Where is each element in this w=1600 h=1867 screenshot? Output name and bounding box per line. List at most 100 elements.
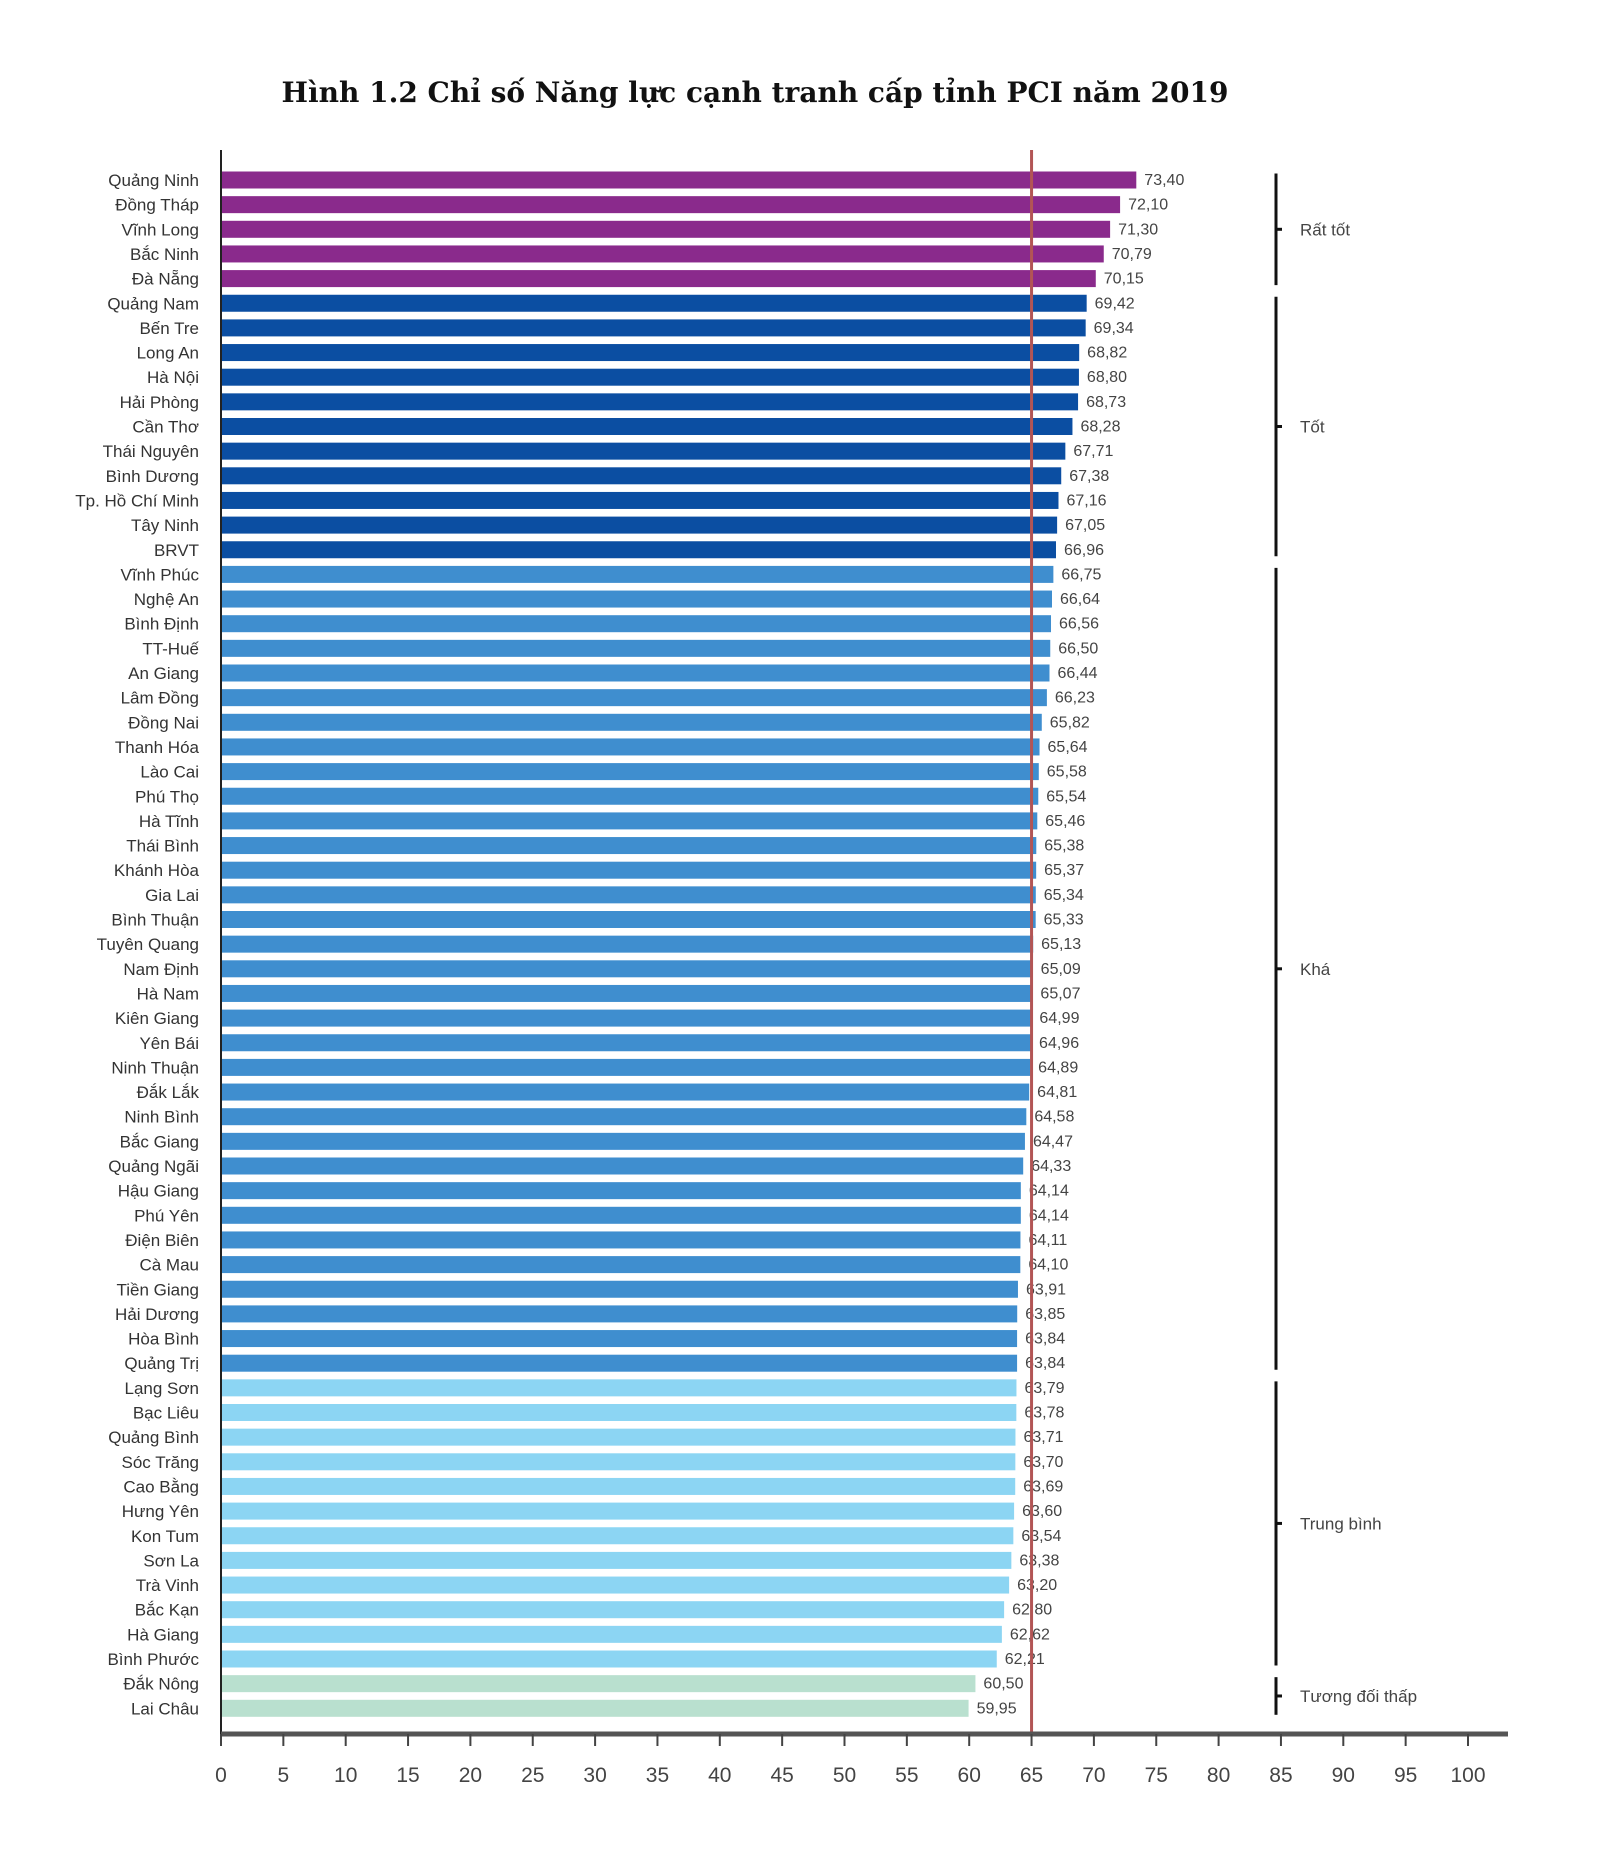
bar [221, 467, 1062, 485]
value-label: 65,09 [1041, 961, 1081, 978]
x-tick-label: 40 [708, 1764, 731, 1787]
category-label: Bắc Kạn [135, 1601, 199, 1620]
bar [221, 319, 1086, 337]
bar [221, 491, 1059, 509]
category-label: Bình Định [124, 615, 199, 634]
x-tick-label: 45 [770, 1764, 793, 1787]
value-label: 63,70 [1023, 1454, 1063, 1471]
category-label: Trà Vinh [136, 1576, 199, 1595]
bar [221, 294, 1087, 312]
bar [221, 689, 1047, 707]
bar [221, 1404, 1017, 1421]
bar [221, 1231, 1021, 1249]
value-label: 68,82 [1087, 345, 1127, 362]
value-label: 64,10 [1028, 1257, 1068, 1274]
category-label: Đắk Nông [123, 1675, 199, 1694]
category-label: Sơn La [143, 1551, 199, 1570]
x-tick-label: 85 [1269, 1764, 1292, 1787]
bar [221, 344, 1080, 362]
bar [221, 1625, 1002, 1643]
category-label: Kon Tum [131, 1527, 199, 1546]
bar [221, 886, 1036, 904]
bar [221, 565, 1054, 583]
value-label: 59,95 [977, 1700, 1017, 1717]
bar [221, 911, 1036, 928]
category-label: Lâm Đồng [121, 689, 199, 708]
value-label: 67,38 [1069, 468, 1109, 485]
value-label: 66,50 [1058, 640, 1098, 657]
bar [221, 664, 1050, 682]
value-label: 69,34 [1094, 320, 1134, 337]
bar [221, 1379, 1017, 1397]
bar [221, 196, 1121, 214]
x-tick-label: 80 [1207, 1764, 1230, 1787]
bar [221, 1675, 976, 1693]
bar [221, 1428, 1016, 1446]
value-label: 68,80 [1087, 369, 1127, 386]
value-label: 63,85 [1025, 1306, 1065, 1323]
bar [221, 837, 1037, 855]
category-label: Bắc Ninh [130, 245, 199, 264]
category-label: Nghệ An [134, 590, 199, 609]
group-label: Rất tốt [1300, 220, 1350, 239]
value-label: 70,15 [1104, 271, 1144, 288]
category-label: Vĩnh Long [121, 220, 199, 239]
category-label: Bình Dương [106, 467, 199, 486]
x-tick-label: 5 [278, 1764, 290, 1787]
value-label: 64,11 [1028, 1232, 1067, 1249]
category-label: Cà Mau [139, 1256, 199, 1275]
x-tick-label: 90 [1332, 1764, 1355, 1787]
bar [221, 1477, 1016, 1495]
category-label: Hà Tĩnh [139, 812, 199, 831]
value-label: 62,62 [1010, 1626, 1050, 1643]
value-label: 64,58 [1034, 1109, 1074, 1126]
category-label: Yên Bái [139, 1034, 199, 1053]
bar [221, 270, 1096, 288]
bar [221, 1108, 1027, 1126]
x-tick-label: 95 [1394, 1764, 1417, 1787]
value-label: 66,44 [1058, 665, 1098, 682]
value-label: 68,28 [1080, 419, 1120, 436]
value-label: 62,21 [1005, 1651, 1045, 1668]
bar [221, 1330, 1018, 1348]
category-label: Đắk Lắk [137, 1083, 200, 1102]
value-label: 63,84 [1025, 1355, 1065, 1372]
value-label: 67,16 [1066, 492, 1106, 509]
value-label: 68,73 [1086, 394, 1126, 411]
value-label: 63,54 [1021, 1528, 1061, 1545]
group-label: Tương đối thấp [1300, 1687, 1417, 1706]
x-tick-label: 50 [833, 1764, 856, 1787]
x-tick-label: 35 [646, 1764, 669, 1787]
bar [221, 1601, 1005, 1619]
category-label: Phú Thọ [135, 787, 199, 806]
bar [221, 1083, 1030, 1101]
x-tick-label: 65 [1020, 1764, 1043, 1787]
value-label: 66,56 [1059, 616, 1099, 633]
category-label: Hải Dương [115, 1305, 199, 1324]
bar [221, 541, 1056, 559]
value-label: 63,78 [1024, 1405, 1064, 1422]
bar [221, 1305, 1018, 1323]
category-label: Hưng Yên [122, 1502, 199, 1521]
category-label: Lai Châu [131, 1699, 199, 1718]
category-label: Đồng Tháp [115, 196, 199, 215]
bar [221, 1551, 1012, 1569]
value-label: 64,14 [1029, 1183, 1069, 1200]
value-label: 63,84 [1025, 1331, 1065, 1348]
category-label: Bến Tre [139, 319, 199, 338]
category-label: Điện Biên [125, 1231, 199, 1250]
category-label: Cần Thơ [132, 418, 199, 437]
x-tick-label: 20 [459, 1764, 482, 1787]
value-label: 67,05 [1065, 517, 1105, 534]
category-label: Quảng Trị [124, 1354, 199, 1373]
category-label: TT-Huế [142, 639, 199, 658]
category-label: Thái Nguyên [103, 442, 199, 461]
value-label: 64,96 [1039, 1035, 1079, 1052]
value-label: 65,07 [1040, 985, 1080, 1002]
category-label: Long An [137, 344, 199, 363]
bar [221, 787, 1039, 805]
value-label: 72,10 [1128, 197, 1168, 214]
bar [221, 639, 1051, 657]
bar [221, 516, 1058, 534]
